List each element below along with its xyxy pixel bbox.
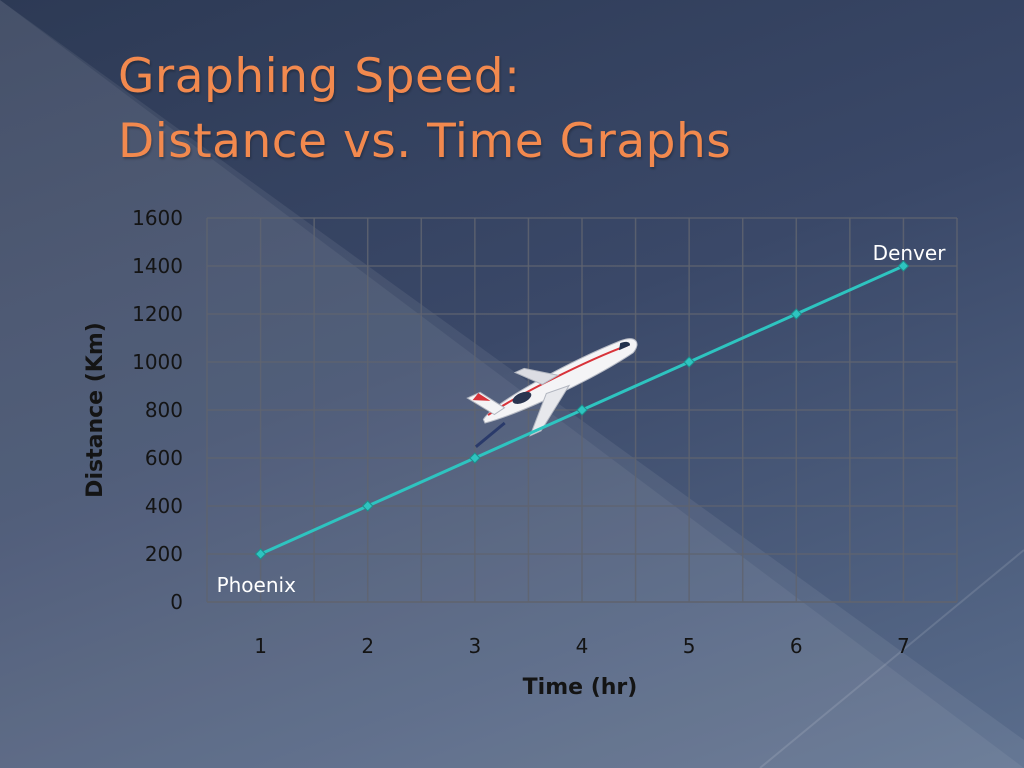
x-axis-ticks: 1 2 3 4 5 6 7 (254, 634, 910, 658)
y-tick-label: 1400 (132, 254, 183, 278)
slide-title-line2: Distance vs. Time Graphs (118, 114, 732, 169)
annotation-label: Denver (873, 241, 947, 265)
data-point (576, 404, 588, 416)
chart-grid (206, 217, 958, 603)
data-point (790, 308, 802, 320)
series-points (254, 260, 910, 560)
y-tick-label: 0 (170, 590, 183, 614)
y-tick-label: 1200 (132, 302, 183, 326)
annotation-label: Phoenix (217, 573, 297, 597)
slide-title-line1: Graphing Speed: (118, 49, 521, 104)
x-axis-title: Time (hr) (523, 675, 638, 700)
y-axis-ticks: 0 200 400 600 800 1000 1200 1400 1600 (132, 206, 183, 614)
data-point (897, 260, 910, 272)
x-tick-label: 5 (683, 634, 696, 658)
x-tick-label: 4 (576, 634, 589, 658)
x-tick-label: 1 (254, 634, 267, 658)
data-point (683, 356, 695, 368)
data-point (469, 452, 481, 464)
chart-annotations: Phoenix Denver (217, 241, 947, 597)
x-tick-label: 3 (468, 634, 481, 658)
background-accent-line (759, 549, 1024, 768)
x-tick-label: 7 (897, 634, 910, 658)
slide-title: Graphing Speed: Distance vs. Time Graphs (118, 44, 731, 174)
y-tick-label: 200 (145, 542, 183, 566)
x-tick-label: 2 (361, 634, 374, 658)
airplane-icon (466, 338, 638, 448)
y-tick-label: 1600 (132, 206, 183, 230)
y-axis-title: Distance (Km) (83, 322, 108, 498)
y-tick-label: 600 (145, 446, 183, 470)
y-tick-label: 400 (145, 494, 183, 518)
data-point (362, 500, 374, 512)
y-tick-label: 1000 (132, 350, 183, 374)
x-tick-label: 6 (790, 634, 803, 658)
y-tick-label: 800 (145, 398, 183, 422)
data-point (254, 548, 267, 560)
